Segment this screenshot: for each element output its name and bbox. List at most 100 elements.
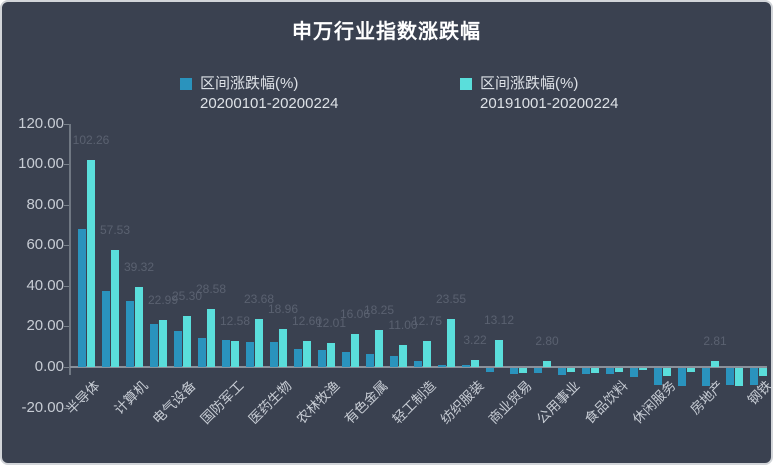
bar-series2 — [567, 368, 575, 373]
bar-series1 — [150, 323, 158, 367]
bar-series1 — [582, 368, 590, 374]
bar-series1 — [246, 342, 254, 367]
bar-series1 — [390, 356, 398, 367]
bar-series2 — [111, 250, 119, 367]
value-label: 18.96 — [267, 301, 299, 316]
bar-series2 — [519, 368, 527, 374]
legend-label-series2-line1: 区间涨跌幅(%) — [480, 75, 579, 92]
y-axis-line — [69, 123, 71, 375]
bar-series2 — [759, 368, 767, 377]
y-axis-tick-label: 80.00 — [26, 195, 64, 213]
value-label: 39.32 — [123, 260, 155, 275]
value-label: 57.53 — [99, 223, 131, 238]
bar-series1 — [510, 368, 518, 375]
value-label: 11.00 — [388, 317, 418, 332]
bar-series1 — [342, 352, 350, 367]
bar-series2 — [183, 315, 191, 367]
bar-series1 — [606, 368, 614, 375]
bar-series2 — [495, 340, 503, 367]
bar-series1 — [318, 349, 326, 367]
y-axis-tick-mark — [64, 407, 69, 409]
bar-series2 — [423, 341, 431, 367]
legend-label-series1-line2: 20200101-20200224 — [200, 95, 339, 112]
value-label: 16.06 — [339, 307, 371, 322]
bar-series1 — [558, 368, 566, 376]
bar-series2 — [663, 368, 671, 377]
chart-title: 申万行业指数涨跌幅 — [292, 21, 481, 43]
value-label: 12.60 — [291, 314, 323, 329]
bar-series2 — [303, 341, 311, 367]
value-label: 28.58 — [195, 282, 227, 297]
value-label: 13.12 — [483, 313, 515, 328]
value-label: 3.22 — [463, 333, 487, 348]
legend-item-series2: 区间涨跌幅(%) 20191001-20200224 — [460, 74, 618, 114]
bar-series1 — [78, 229, 86, 367]
bar-series1 — [486, 368, 494, 373]
value-label: 23.55 — [435, 292, 467, 307]
bar-series1 — [630, 368, 638, 378]
legend-swatch-series1-icon — [180, 78, 192, 90]
x-axis-zero-line — [70, 366, 767, 368]
y-axis-tick-label: 60.00 — [26, 236, 64, 254]
y-axis-tick-mark — [64, 326, 69, 328]
bar-series1 — [462, 364, 470, 367]
bar-series2 — [591, 368, 599, 374]
y-axis-tick-label: 100.00 — [18, 155, 64, 173]
y-axis-tick-label: 120.00 — [18, 114, 64, 132]
value-label: 22.99 — [147, 293, 179, 308]
value-label: 23.68 — [243, 291, 275, 306]
y-axis-tick-mark — [64, 204, 69, 206]
bar-series1 — [174, 331, 182, 367]
bar-series2 — [687, 368, 695, 373]
legend-item-series1: 区间涨跌幅(%) 20200101-20200224 — [180, 74, 338, 114]
y-axis-tick-label: 40.00 — [26, 276, 64, 294]
bar-series1 — [438, 364, 446, 367]
legend-label-series1-line1: 区间涨跌幅(%) — [200, 75, 299, 92]
bar-series1 — [702, 368, 710, 386]
value-label: 12.58 — [219, 314, 251, 329]
bar-series2 — [87, 159, 95, 367]
bar-series1 — [726, 368, 734, 385]
bar-series2 — [135, 287, 143, 367]
bar-series2 — [159, 320, 167, 367]
bar-series2 — [351, 334, 359, 367]
bar-series1 — [678, 368, 686, 386]
bar-series2 — [255, 318, 263, 367]
legend-label-series2-line2: 20191001-20200224 — [480, 95, 619, 112]
y-axis-tick-label: -20.00 — [21, 398, 64, 416]
value-label: 25.30 — [171, 288, 203, 303]
y-axis-tick-mark — [64, 123, 69, 125]
bar-series1 — [102, 290, 110, 367]
y-axis-tick-label: 20.00 — [26, 317, 64, 335]
value-label: 102.26 — [72, 132, 110, 147]
bar-series2 — [711, 361, 719, 367]
value-label: 2.80 — [535, 334, 559, 349]
y-axis-tick-mark — [64, 245, 69, 247]
y-axis-tick-mark — [64, 285, 69, 287]
bar-series2 — [615, 368, 623, 372]
bar-series1 — [270, 342, 278, 367]
bar-series1 — [294, 348, 302, 367]
bar-series1 — [414, 361, 422, 367]
value-label: 12.01 — [315, 315, 347, 330]
bar-series1 — [222, 339, 230, 367]
legend-label-series1: 区间涨跌幅(%) 20200101-20200224 — [200, 74, 338, 114]
bar-series2 — [327, 342, 335, 367]
bar-series2 — [207, 309, 215, 367]
bar-series2 — [447, 319, 455, 367]
bar-series1 — [654, 368, 662, 385]
y-axis-tick-label: 0.00 — [34, 358, 64, 375]
bar-series2 — [639, 368, 647, 370]
bar-series1 — [366, 353, 374, 367]
legend-swatch-series2-icon — [460, 78, 472, 90]
bar-series2 — [399, 344, 407, 367]
y-axis-tick-mark — [64, 367, 69, 368]
bar-series2 — [375, 329, 383, 367]
bar-series1 — [198, 337, 206, 367]
bar-series1 — [750, 368, 758, 386]
bar-series2 — [543, 361, 551, 367]
value-label: 12.75 — [411, 314, 443, 329]
bar-series2 — [471, 360, 479, 367]
y-axis-tick-mark — [64, 164, 69, 166]
